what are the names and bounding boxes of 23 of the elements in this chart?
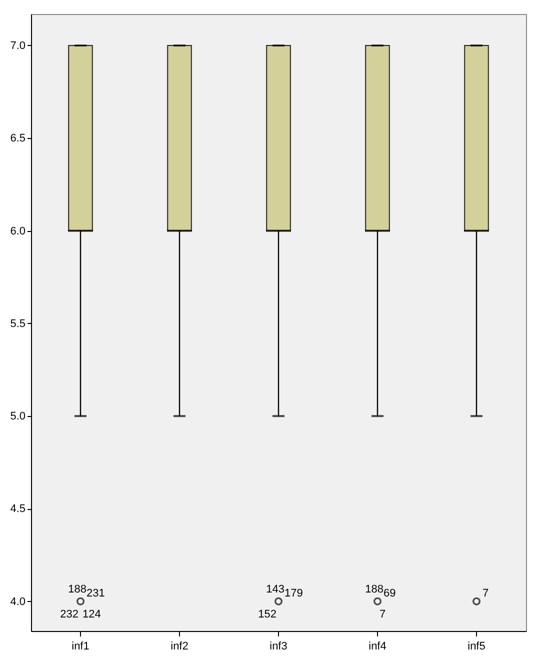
y-tick-label: 6.0 xyxy=(10,225,26,238)
x-tick-label: inf2 xyxy=(170,640,188,652)
annotation: 188 xyxy=(365,583,384,596)
y-tick-label: 4.0 xyxy=(10,596,26,608)
y-tick-label: 6.5 xyxy=(10,132,26,145)
annotation: 232 xyxy=(60,608,78,620)
x-tick-label: inf5 xyxy=(468,640,486,652)
x-tick-label: inf3 xyxy=(270,640,288,652)
annotation: 124 xyxy=(82,608,101,620)
annotation: 143 xyxy=(266,583,284,596)
annotation: 7 xyxy=(482,587,489,600)
x-tick-label: inf1 xyxy=(72,640,90,652)
y-tick-label: 7.0 xyxy=(10,40,26,52)
annotation: 152 xyxy=(258,608,276,620)
annotation: 231 xyxy=(86,587,105,600)
annotation: 69 xyxy=(384,587,396,600)
y-tick-label: 5.0 xyxy=(10,410,26,423)
x-tick-label: inf4 xyxy=(368,640,386,652)
y-tick-label: 4.5 xyxy=(10,503,26,516)
annotation: 7 xyxy=(380,608,386,620)
y-tick-label: 5.5 xyxy=(10,318,26,330)
annotation: 179 xyxy=(284,587,303,600)
annotation: 188 xyxy=(68,583,86,596)
